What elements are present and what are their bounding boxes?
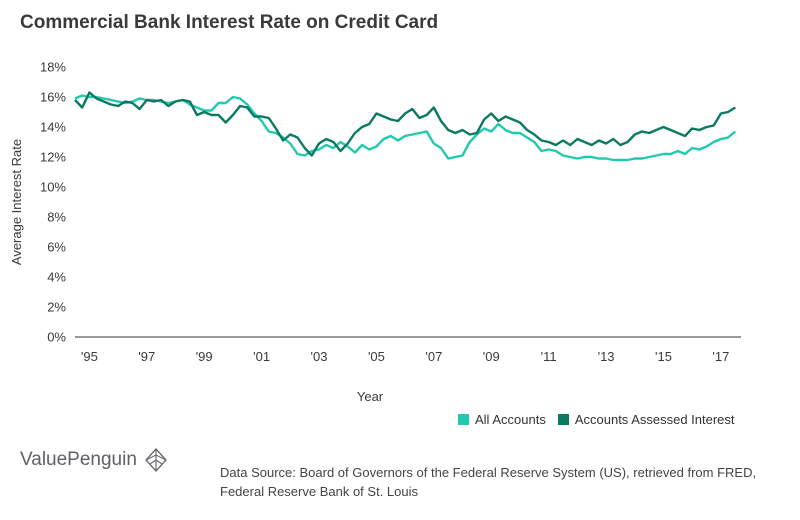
legend-label-accounts-assessed-interest: Accounts Assessed Interest [574,412,735,427]
y-axis-ticks: 0% 2% 4% 6% 8% 10% 12% 14% 16% 18% [40,60,66,345]
chart-title: Commercial Bank Interest Rate on Credit … [20,12,439,33]
y-tick-label: 0% [47,330,66,345]
x-tick-label: '07 [425,349,442,364]
x-tick-label: '03 [311,349,328,364]
x-tick-label: '15 [655,349,672,364]
y-tick-label: 14% [40,120,66,135]
y-tick-label: 12% [40,150,66,165]
y-tick-label: 6% [47,240,66,255]
x-tick-label: '01 [253,349,270,364]
x-tick-label: '13 [598,349,615,364]
brand-name: ValuePenguin [20,449,137,470]
x-tick-label: '97 [138,349,155,364]
legend-item-accounts-assessed-interest: Accounts Assessed Interest [557,412,735,427]
legend-swatch-all-accounts [458,414,469,425]
x-axis-ticks: '95 '97 '99 '01 '03 '05 '07 '09 '11 '13 '15 '17 [81,349,730,364]
y-tick-label: 2% [47,300,66,315]
brand-logo: ValuePenguin [20,448,167,472]
x-tick-label: '17 [712,349,729,364]
x-tick-label: '09 [483,349,500,364]
data-source-note: Data Source: Board of Governors of the F… [220,465,757,499]
y-tick-label: 16% [40,90,66,105]
x-tick-label: '99 [196,349,213,364]
y-tick-label: 4% [47,270,66,285]
line-chart: Average Interest Rate Year 0% 2% 4% 6% 8% 10%… [9,60,741,404]
series-line-accounts-assessed-interest [74,91,736,157]
x-tick-label: '95 [81,349,98,364]
y-axis-label: Average Interest Rate [9,139,24,265]
legend: All Accounts Accounts Assessed Interest [458,412,747,427]
y-tick-label: 8% [47,210,66,225]
legend-item-all-accounts: All Accounts [458,412,546,427]
penguin-diamond-icon [144,448,167,472]
series-line-all-accounts [74,94,737,162]
x-tick-label: '11 [541,349,557,364]
y-tick-label: 10% [40,180,66,195]
legend-swatch-accounts-assessed-interest [557,414,569,425]
x-axis-label: Year [357,389,384,404]
x-tick-label: '05 [368,349,385,364]
y-tick-label: 18% [40,60,66,75]
series-layer [74,91,737,162]
legend-label-all-accounts: All Accounts [475,412,546,427]
